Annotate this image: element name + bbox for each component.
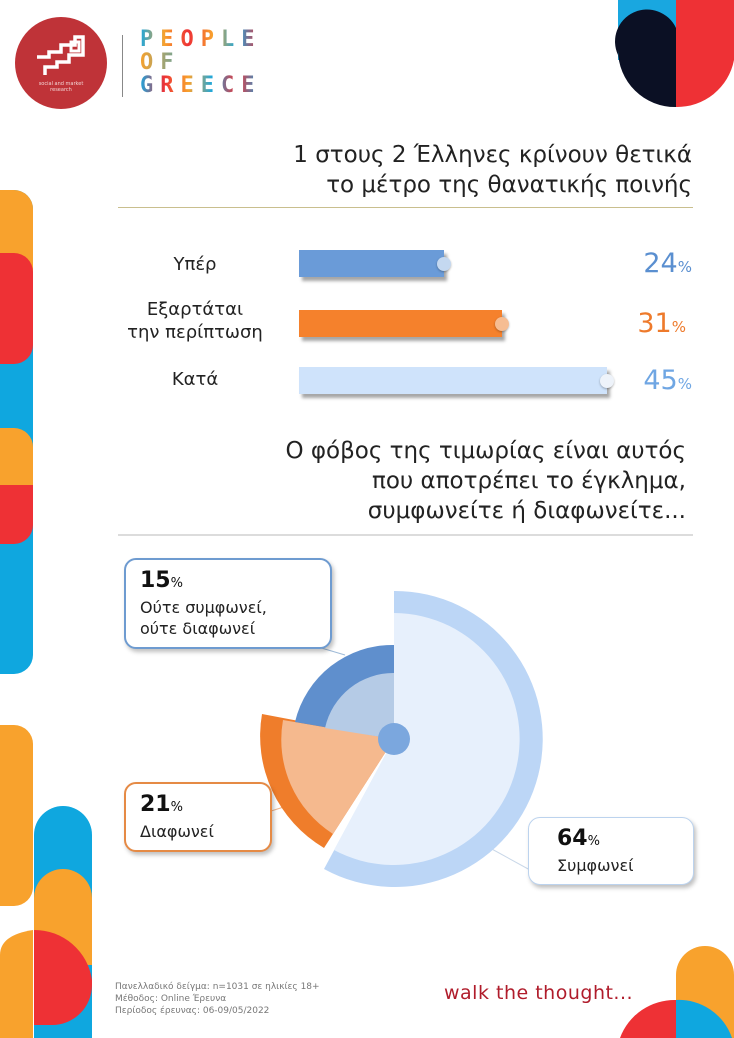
bar-label: Εξαρτάται την περίπτωση — [127, 299, 263, 343]
logo-subtitle: social and market research — [38, 81, 84, 93]
callout-neutral: 15% Ούτε συμφωνεί, ούτε διαφωνεί — [124, 558, 332, 649]
bar-row-depends: Εξαρτάται την περίπτωση 31% — [100, 298, 700, 348]
company-logo: social and market research — [15, 17, 107, 109]
brand-line-2: OF — [140, 51, 261, 74]
brand-line-3: GREECE — [140, 73, 262, 98]
bar-knob — [437, 257, 451, 271]
section2-title: Ο φόβος της τιμωρίας είναι αυτός που απο… — [285, 438, 686, 524]
bar-label: Κατά — [171, 369, 219, 390]
people-of-greece-brand: PEOPLE OF GREECE — [140, 28, 261, 97]
bar-row-yper: Υπέρ 24% — [100, 249, 700, 299]
bar-value: 24% — [643, 248, 692, 279]
ssd-logo-icon — [37, 35, 85, 75]
bar-knob — [495, 317, 509, 331]
callout-disagree: 21% Διαφωνεί — [124, 782, 272, 852]
bar-yper — [299, 250, 451, 277]
corner-decoration-top-right — [615, 0, 734, 108]
bar-row-kata: Κατά 45% — [100, 366, 700, 416]
section1-title: 1 στους 2 Έλληνες κρίνουν θετικά το μέτρ… — [293, 142, 692, 198]
callout-agree: 64% Συμφωνεί — [528, 817, 694, 885]
bar-label: Υπέρ — [173, 254, 217, 275]
bar-value: 45% — [643, 365, 692, 396]
bottom-right-decoration — [620, 946, 734, 1038]
section2-divider — [118, 534, 693, 536]
header-divider — [122, 35, 123, 97]
brand-line-1: PEOPLE — [140, 27, 262, 52]
survey-footnote: Πανελλαδικό δείγμα: n=1031 σε ηλικίες 18… — [115, 982, 320, 1016]
bar-knob — [600, 374, 614, 388]
bottom-left-decoration — [0, 725, 92, 1038]
bar-kata — [299, 367, 614, 394]
section1-divider — [118, 207, 693, 208]
tagline: walk the thought... — [444, 982, 634, 1004]
left-stripe-decoration — [0, 190, 33, 674]
bar-value: 31% — [637, 308, 686, 339]
bar-depends — [299, 310, 509, 337]
